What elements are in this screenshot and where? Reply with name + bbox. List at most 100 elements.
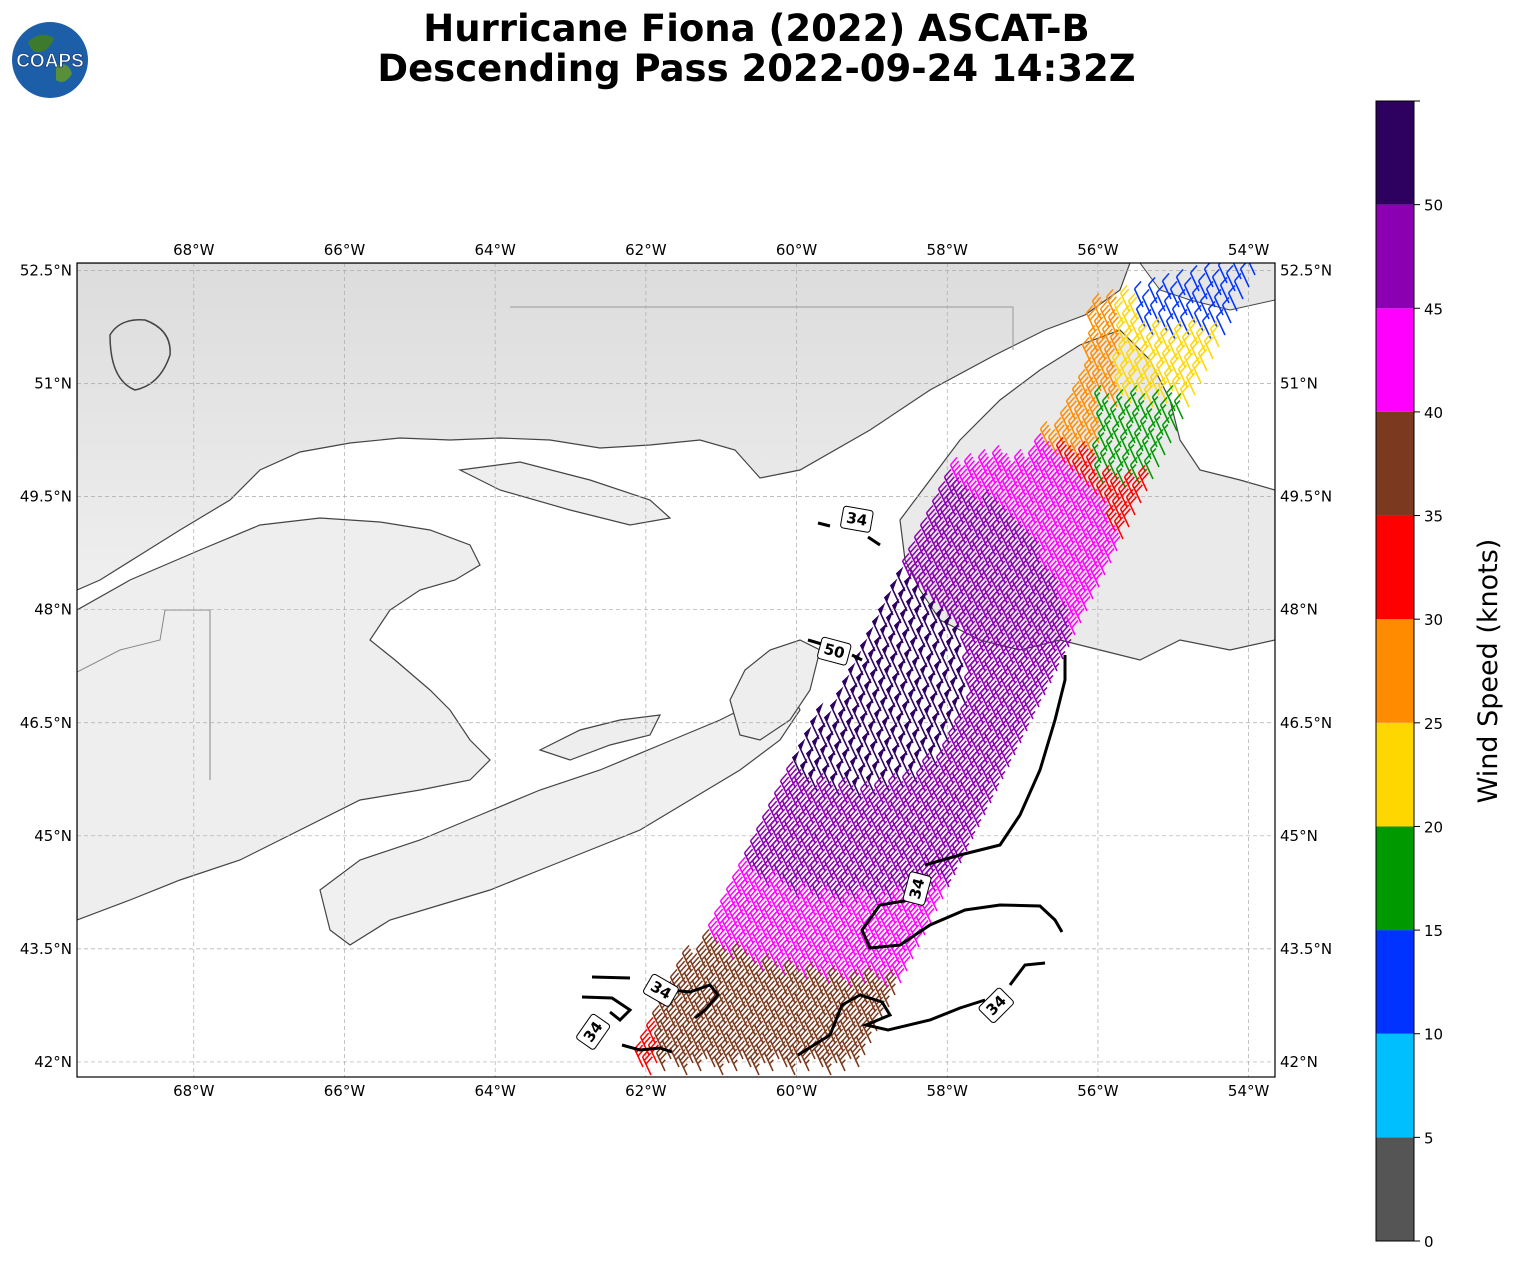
lat-tick-label-right: 51°N xyxy=(1280,375,1318,393)
lat-tick-label-right: 43.5°N xyxy=(1280,940,1332,958)
wind-barb xyxy=(785,1048,797,1076)
wind-barb xyxy=(931,710,942,736)
map-title-line-2: Descending Pass 2022-09-24 14:32Z xyxy=(377,47,1136,90)
wind-barb xyxy=(829,698,840,724)
wind-barb xyxy=(881,642,892,668)
wind-barb xyxy=(823,710,834,736)
contour-34kt-southwest-b xyxy=(581,995,673,1054)
wind-barb xyxy=(877,746,888,772)
wind-barb xyxy=(1109,328,1121,356)
wind-barb xyxy=(871,686,882,712)
wind-barb xyxy=(941,666,952,692)
wind-barb xyxy=(841,674,852,700)
wind-barb xyxy=(1059,620,1073,648)
wind-barb xyxy=(1053,632,1067,660)
wind-barb xyxy=(953,642,964,668)
wind-barb xyxy=(889,650,900,676)
lon-tick-label-top: 62°W xyxy=(625,241,667,259)
wind-barb xyxy=(861,658,872,684)
wind-barb xyxy=(843,694,854,720)
lon-tick-label-bottom: 68°W xyxy=(173,1082,215,1100)
wind-barb xyxy=(931,638,942,664)
wind-barb xyxy=(943,614,954,640)
wind-barb xyxy=(1065,608,1079,636)
colorbar-tick-label: 15 xyxy=(1424,922,1443,940)
land-quebec xyxy=(77,263,1131,591)
lon-tick-label-top: 66°W xyxy=(324,241,366,259)
wind-barb xyxy=(855,1028,867,1056)
wind-barb xyxy=(1245,263,1256,276)
wind-barb xyxy=(933,658,944,684)
wind-barb xyxy=(883,590,894,616)
wind-barb xyxy=(929,618,940,644)
colorbar-tick-label: 20 xyxy=(1424,818,1443,836)
wind-barb xyxy=(903,646,914,672)
wind-barb xyxy=(741,1040,753,1068)
wind-barb xyxy=(913,602,924,628)
wind-barb xyxy=(871,614,882,640)
wind-barb xyxy=(865,698,876,724)
wind-barb xyxy=(875,726,886,752)
wind-barb xyxy=(769,1032,781,1060)
wind-barb xyxy=(897,944,911,972)
wind-barb xyxy=(669,968,681,996)
wind-barb xyxy=(837,706,848,732)
wind-barb xyxy=(865,626,876,652)
wind-barb xyxy=(905,594,916,620)
lon-tick-label-bottom: 66°W xyxy=(324,1082,366,1100)
wind-barb xyxy=(887,702,898,728)
wind-barb xyxy=(1101,536,1115,564)
wind-barb xyxy=(847,734,858,760)
colorbar-bin xyxy=(1376,515,1414,620)
wind-barb xyxy=(899,606,910,632)
wind-barb xyxy=(835,686,846,712)
contour-34kt-north xyxy=(817,521,881,547)
wind-barb xyxy=(867,718,878,744)
lat-tick-label-right: 49.5°N xyxy=(1280,488,1332,506)
lat-tick-label-left: 42°N xyxy=(34,1053,72,1071)
wind-barb xyxy=(1167,404,1178,432)
wind-barb xyxy=(963,812,977,840)
wind-barb xyxy=(1123,468,1135,496)
wind-barb xyxy=(737,856,751,884)
wind-barb xyxy=(969,800,983,828)
wind-barb xyxy=(929,690,940,716)
wind-barb xyxy=(677,1048,689,1076)
lat-tick-label-right: 48°N xyxy=(1280,601,1318,619)
wind-barb xyxy=(855,742,866,768)
wind-barb xyxy=(853,722,864,748)
wind-barb xyxy=(921,682,932,708)
wind-barb xyxy=(939,646,950,672)
lon-tick-label-bottom: 62°W xyxy=(625,1082,667,1100)
wind-barb xyxy=(927,670,938,696)
contour-label-text: 50 xyxy=(822,640,847,663)
contour-34kt-east-inner xyxy=(860,898,1064,950)
wind-barb xyxy=(1047,428,1059,456)
lon-tick-label-bottom: 58°W xyxy=(927,1082,969,1100)
wind-barb xyxy=(797,738,808,764)
wind-barb xyxy=(869,738,880,764)
wind-barb xyxy=(1137,464,1149,492)
wind-barb xyxy=(691,1044,703,1072)
wind-barb xyxy=(861,730,872,756)
wind-barb xyxy=(891,598,902,624)
wind-barb xyxy=(923,702,934,728)
wind-barb xyxy=(819,742,830,768)
wind-barb xyxy=(883,734,894,760)
wind-barb xyxy=(881,714,892,740)
lon-tick-label-top: 56°W xyxy=(1077,241,1119,259)
colorbar-bin xyxy=(1376,1137,1414,1241)
wind-barb xyxy=(955,662,966,688)
contour-label-text: 34 xyxy=(906,876,929,901)
wind-barb xyxy=(863,750,874,776)
wind-barb xyxy=(859,710,870,736)
wind-barb xyxy=(879,980,891,1008)
wind-barb xyxy=(833,738,844,764)
wind-barb xyxy=(1047,644,1061,672)
wind-barb xyxy=(841,746,852,772)
wind-barb xyxy=(879,622,890,648)
wind-barb xyxy=(827,750,838,776)
lat-tick-label-left: 45°N xyxy=(34,827,72,845)
colorbar-bin xyxy=(1376,826,1414,931)
wind-contours xyxy=(581,521,1067,1057)
